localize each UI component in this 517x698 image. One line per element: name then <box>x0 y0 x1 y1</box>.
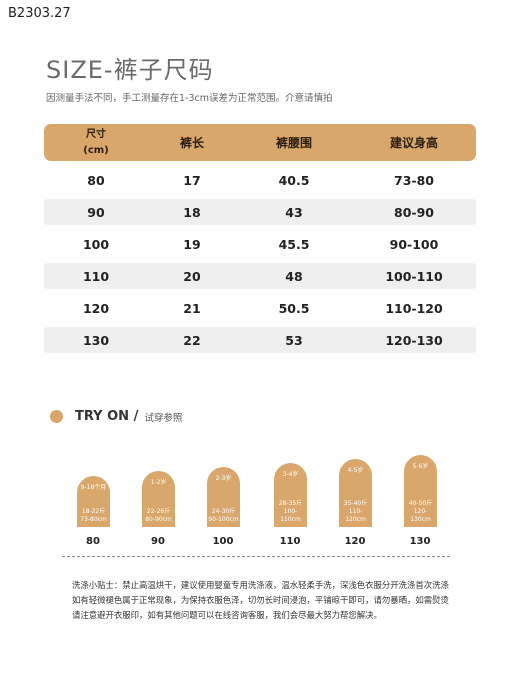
table-row: 90 18 43 80-90 <box>44 199 476 225</box>
try-on-label: TRY ON / <box>75 409 139 424</box>
figure-measurements: 22-26斤 80-90cm <box>142 508 175 524</box>
try-on-figure: 3-4岁 28-35斤 100-110cm <box>274 463 307 527</box>
try-on-heading: TRY ON / 试穿参照 <box>50 409 182 424</box>
figure-size-label: 90 <box>151 536 165 547</box>
figure-measurements: 24-30斤 90-100cm <box>207 508 240 524</box>
figure-weight: 35-40斤 <box>343 500 368 507</box>
cell-waist: 50.5 <box>278 300 310 316</box>
cell-size: 80 <box>87 172 105 188</box>
cell-waist: 40.5 <box>278 172 310 188</box>
cell-length: 20 <box>183 268 201 284</box>
table-row: 130 22 53 120-130 <box>44 327 476 353</box>
cell-size: 130 <box>82 332 110 348</box>
table-row: 110 20 48 100-110 <box>44 263 476 289</box>
header-pants-length: 裤长 <box>179 136 204 150</box>
figure-weight: 22-26斤 <box>146 508 171 515</box>
try-on-figure: 2-3岁 24-30斤 90-100cm <box>207 467 240 527</box>
header-waist: 裤腰围 <box>275 136 312 150</box>
try-on-label-cn: 试穿参照 <box>144 412 183 424</box>
cell-length: 17 <box>183 172 201 188</box>
cell-length: 19 <box>183 236 201 252</box>
figure-size-label: 130 <box>409 536 431 547</box>
cell-height: 100-110 <box>385 268 443 284</box>
figure-height: 73-80cm <box>80 516 107 523</box>
figure-size-label: 110 <box>279 536 301 547</box>
size-table-header: 尺寸 (cm) 裤长 裤腰围 建议身高 <box>44 124 476 161</box>
header-size-unit: (cm) <box>83 144 109 156</box>
header-size-label: 尺寸 <box>86 128 106 140</box>
figure-measurements: 40-50斤 120-130cm <box>404 500 437 524</box>
dashed-divider <box>62 556 450 557</box>
figure-height: 80-90cm <box>145 516 172 523</box>
cell-length: 18 <box>183 204 201 220</box>
figure-measurements: 28-35斤 100-110cm <box>274 500 307 524</box>
cell-height: 120-130 <box>385 332 443 348</box>
header-size: 尺寸 (cm) <box>44 127 148 159</box>
figure-weight: 40-50斤 <box>408 500 433 507</box>
cell-height: 110-120 <box>385 300 443 316</box>
measurement-note: 因测量手法不同，手工测量存在1-3cm误差为正常范围。介意请慎拍 <box>46 93 333 104</box>
cell-height: 80-90 <box>394 204 434 220</box>
figure-weight: 28-35斤 <box>278 500 303 507</box>
figure-measurements: 18-22斤 73-80cm <box>77 508 110 524</box>
cell-size: 90 <box>87 204 105 220</box>
try-on-figure: 4-5岁 35-40斤 110-120cm <box>339 459 372 527</box>
product-code: B2303.27 <box>8 6 71 21</box>
figure-height: 110-120cm <box>345 508 366 523</box>
figure-age: 2-3岁 <box>215 475 232 482</box>
figure-age: 3-4岁 <box>282 471 299 478</box>
table-row: 120 21 50.5 110-120 <box>44 295 476 321</box>
size-table: 尺寸 (cm) 裤长 裤腰围 建议身高 80 17 40.5 73-80 90 … <box>44 124 476 353</box>
figure-height: 100-110cm <box>280 508 301 523</box>
try-on-figure: 5-6岁 40-50斤 120-130cm <box>404 455 437 527</box>
cell-size: 120 <box>82 300 110 316</box>
cell-size: 100 <box>82 236 110 252</box>
figure-age: 1-2岁 <box>150 479 167 486</box>
figure-measurements: 35-40斤 110-120cm <box>339 500 372 524</box>
header-height: 建议身高 <box>389 136 438 150</box>
try-on-figure: 1-2岁 22-26斤 80-90cm <box>142 471 175 527</box>
cell-size: 110 <box>82 268 110 284</box>
figure-age: 9-18个月 <box>80 484 107 491</box>
figure-size-label: 100 <box>212 536 234 547</box>
figure-age: 4-5岁 <box>347 467 364 474</box>
figure-size-label: 80 <box>86 536 100 547</box>
figure-age: 5-6岁 <box>412 463 429 470</box>
cell-waist: 45.5 <box>278 236 310 252</box>
figure-weight: 24-30斤 <box>211 508 236 515</box>
figure-size-label: 120 <box>344 536 366 547</box>
figure-height: 120-130cm <box>410 508 431 523</box>
table-row: 100 19 45.5 90-100 <box>44 231 476 257</box>
bullet-dot-icon <box>50 410 63 423</box>
cell-waist: 53 <box>285 332 303 348</box>
figure-weight: 18-22斤 <box>81 508 106 515</box>
cell-height: 90-100 <box>389 236 439 252</box>
cell-length: 21 <box>183 300 201 316</box>
page-title: SIZE-裤子尺码 <box>46 56 214 84</box>
try-on-figure: 9-18个月 18-22斤 73-80cm <box>77 476 110 527</box>
cell-waist: 43 <box>285 204 303 220</box>
figure-height: 90-100cm <box>208 516 239 523</box>
cell-length: 22 <box>183 332 201 348</box>
cell-height: 73-80 <box>394 172 434 188</box>
table-row: 80 17 40.5 73-80 <box>44 167 476 193</box>
care-instructions: 洗涤小贴士：禁止高温烘干，建议使用婴童专用洗涤液，温水轻柔手洗，深浅色衣服分开洗… <box>72 580 449 620</box>
cell-waist: 48 <box>285 268 303 284</box>
